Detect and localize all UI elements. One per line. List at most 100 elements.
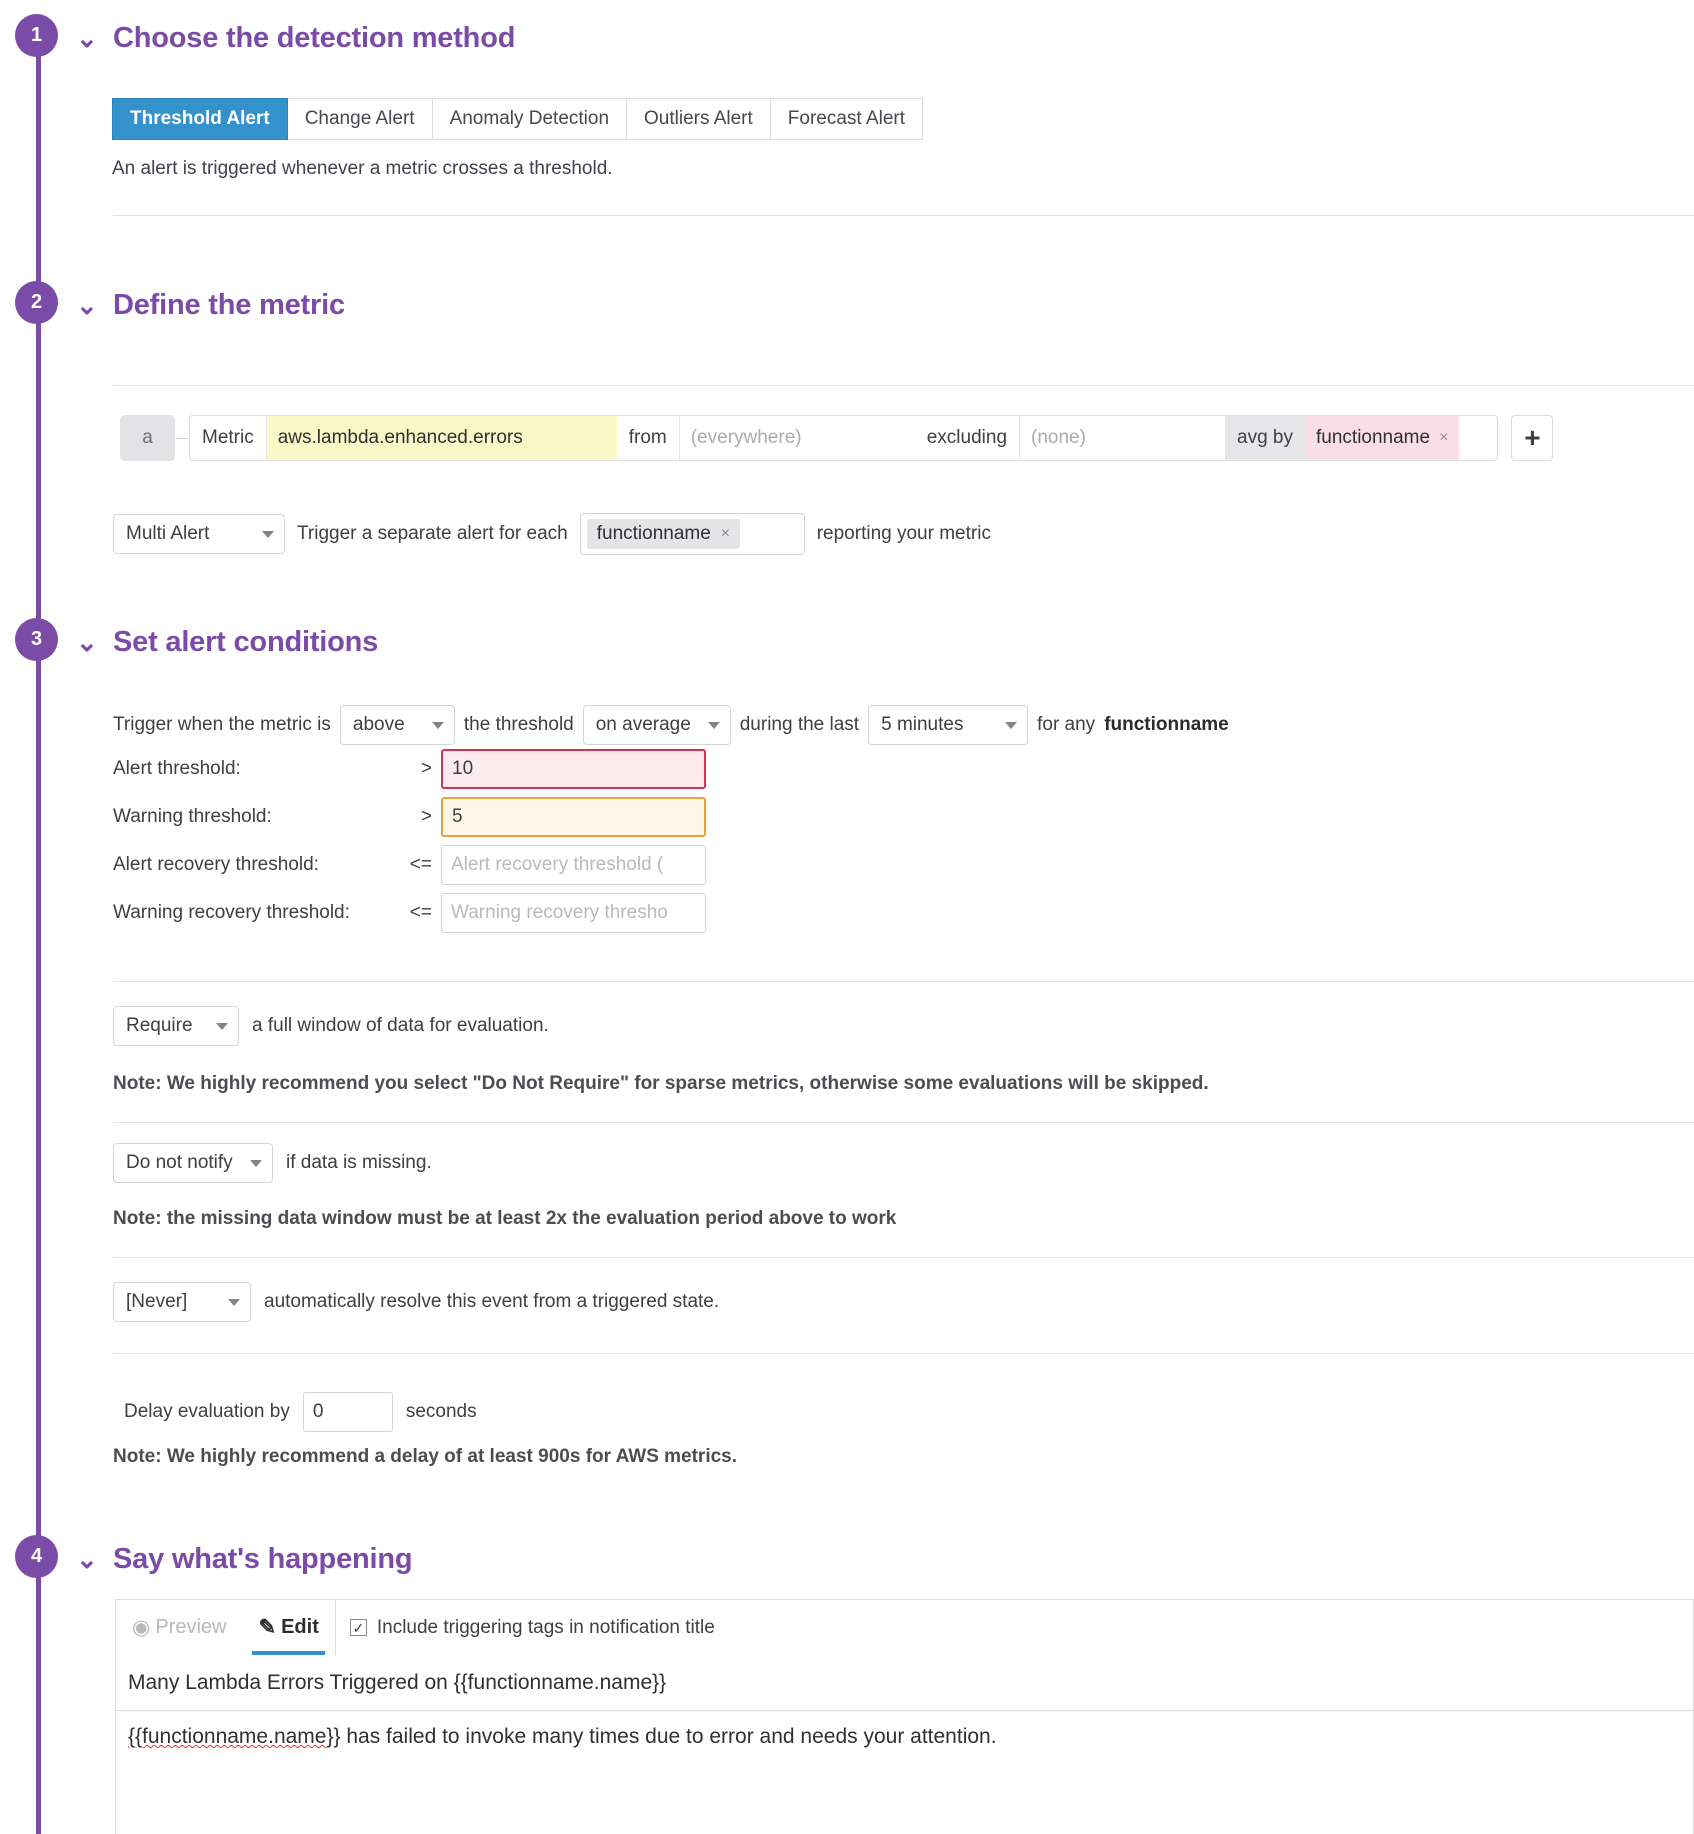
alert-threshold-operator: > (420, 758, 432, 779)
chevron-down-icon-resolve (228, 1298, 240, 1306)
from-input[interactable]: (everywhere) (690, 427, 802, 448)
notification-body-textarea[interactable]: {{functionname.name}} has failed to invo… (115, 1711, 1694, 1834)
chevron-down-icon-notify (250, 1159, 262, 1167)
require-window-select[interactable]: Require (113, 1006, 239, 1046)
alert-recovery-threshold-label: Alert recovery threshold: (113, 854, 319, 875)
tab-anomaly-detection[interactable]: Anomaly Detection (432, 98, 628, 140)
threshold-row-warning-recovery: Warning recovery threshold: <= Warning r… (113, 889, 706, 937)
evaluation-window-select[interactable]: 5 minutes (868, 705, 1029, 745)
step-title-4: Say what's happening (113, 1543, 413, 1575)
multi-alert-value: Multi Alert (126, 523, 210, 544)
for-any-text: for any (1037, 714, 1096, 735)
tab-edit[interactable]: ✎ Edit (242, 1600, 334, 1655)
divider-notify (113, 1122, 1694, 1123)
close-icon-multi-alert-tag[interactable]: × (720, 525, 731, 542)
group-by-input-area[interactable] (1459, 416, 1498, 460)
divider-resolve (113, 1257, 1694, 1258)
chevron-down-icon-multi-alert (262, 530, 274, 538)
auto-resolve-select[interactable]: [Never] (113, 1282, 251, 1322)
auto-resolve-value: [Never] (126, 1291, 188, 1312)
multi-alert-tag-label: functionname (596, 523, 711, 544)
delay-evaluation-row: Delay evaluation by 0 seconds (124, 1392, 477, 1432)
multi-alert-text-before: Trigger a separate alert for each (297, 523, 568, 544)
aggregation-select[interactable]: on average (582, 705, 731, 745)
chevron-down-icon-step-2[interactable]: ⌄ (76, 290, 98, 320)
notification-body-rest: }} has failed to invoke many times due t… (326, 1725, 997, 1748)
tab-edit-label: Edit (281, 1616, 319, 1638)
warning-threshold-input[interactable]: 5 (441, 797, 706, 837)
include-tags-checkbox[interactable]: ✓ (349, 1619, 367, 1636)
alert-recovery-threshold-input[interactable]: Alert recovery threshold ( (441, 845, 706, 885)
missing-data-row: Do not notify if data is missing. (113, 1143, 432, 1183)
warning-recovery-threshold-operator: <= (409, 902, 432, 923)
warning-recovery-threshold-input[interactable]: Warning recovery thresho (441, 893, 706, 933)
require-window-text: a full window of data for evaluation. (252, 1015, 549, 1036)
metric-query-row: a Metric aws.lambda.enhanced.errors from… (120, 415, 1554, 461)
warning-recovery-threshold-label: Warning recovery threshold: (113, 902, 350, 923)
step-badge-1: 1 (15, 14, 58, 57)
tab-change-alert[interactable]: Change Alert (287, 98, 433, 140)
chevron-down-icon-aggregation (707, 721, 720, 729)
missing-data-text: if data is missing. (286, 1152, 432, 1173)
during-text: during the last (739, 714, 860, 735)
chevron-down-icon-step-3[interactable]: ⌄ (76, 627, 98, 657)
missing-data-select[interactable]: Do not notify (113, 1143, 273, 1183)
alert-recovery-threshold-operator: <= (409, 854, 432, 875)
notification-body-misspelled: {{functionname.name (128, 1725, 327, 1748)
multi-alert-select[interactable]: Multi Alert (113, 514, 285, 554)
trigger-condition-row: Trigger when the metric is above the thr… (113, 705, 1229, 745)
detection-method-tabs[interactable]: Threshold Alert Change Alert Anomaly Det… (112, 98, 924, 140)
divider-require (113, 981, 1694, 982)
step-title-1: Choose the detection method (113, 22, 516, 54)
multi-alert-row: Multi Alert Trigger a separate alert for… (113, 513, 1003, 555)
query-connector (175, 415, 189, 461)
for-any-tag: functionname (1104, 714, 1229, 735)
chevron-down-icon-require (216, 1022, 228, 1030)
message-editor-tabs: ◉ Preview ✎ Edit ✓ Include triggering ta… (115, 1599, 1694, 1655)
auto-resolve-row: [Never] automatically resolve this event… (113, 1282, 719, 1322)
from-label: from (617, 416, 680, 460)
include-tags-checkbox-row[interactable]: ✓ Include triggering tags in notificatio… (334, 1600, 729, 1655)
step-title-3: Set alert conditions (113, 626, 379, 658)
metric-input[interactable]: aws.lambda.enhanced.errors (266, 416, 617, 460)
alert-threshold-label: Alert threshold: (113, 758, 241, 779)
direction-value: above (352, 714, 405, 735)
add-query-button[interactable]: + (1511, 415, 1554, 461)
tab-preview[interactable]: ◉ Preview (116, 1600, 242, 1655)
step-badge-3: 3 (15, 618, 58, 661)
threshold-row-alert-recovery: Alert recovery threshold: <= Alert recov… (113, 841, 706, 889)
tab-threshold-alert[interactable]: Threshold Alert (112, 98, 288, 140)
group-by-tag[interactable]: functionname × (1305, 416, 1460, 460)
chevron-down-icon-step-4[interactable]: ⌄ (76, 1544, 98, 1574)
multi-alert-tag[interactable]: functionname × (586, 519, 741, 549)
close-icon-group-tag[interactable]: × (1439, 429, 1449, 446)
detection-description: An alert is triggered whenever a metric … (112, 158, 613, 179)
step-rail (36, 34, 41, 1834)
tab-preview-label: Preview (155, 1616, 227, 1638)
delay-suffix: seconds (405, 1401, 477, 1422)
warning-threshold-label: Warning threshold: (113, 806, 272, 827)
delay-note: Note: We highly recommend a delay of at … (113, 1446, 738, 1467)
direction-select[interactable]: above (339, 705, 455, 745)
threshold-inputs: Alert threshold: > 10 Warning threshold:… (113, 745, 706, 937)
notification-title-input[interactable]: Many Lambda Errors Triggered on {{functi… (115, 1655, 1694, 1711)
alert-threshold-input[interactable]: 10 (441, 749, 706, 789)
chevron-down-icon-step-1[interactable]: ⌄ (76, 23, 98, 53)
eye-icon: ◉ (132, 1616, 151, 1639)
avg-by-label[interactable]: avg by (1225, 416, 1305, 460)
excluding-input[interactable]: (none) (1031, 427, 1086, 448)
threshold-mid-text: the threshold (463, 714, 574, 735)
pencil-icon: ✎ (258, 1616, 277, 1639)
tab-forecast-alert[interactable]: Forecast Alert (770, 98, 924, 140)
auto-resolve-text: automatically resolve this event from a … (264, 1291, 720, 1312)
divider-delay (113, 1353, 1694, 1354)
divider-step-2-top (113, 385, 1694, 386)
include-tags-label: Include triggering tags in notification … (376, 1616, 715, 1638)
multi-alert-text-after: reporting your metric (816, 523, 991, 544)
require-window-note: Note: We highly recommend you select "Do… (113, 1073, 1209, 1094)
missing-data-note: Note: the missing data window must be at… (113, 1208, 897, 1229)
delay-input[interactable]: 0 (302, 1392, 393, 1432)
missing-data-value: Do not notify (126, 1152, 233, 1173)
tab-outliers-alert[interactable]: Outliers Alert (627, 98, 771, 140)
multi-alert-tag-input[interactable]: functionname × (579, 513, 805, 555)
